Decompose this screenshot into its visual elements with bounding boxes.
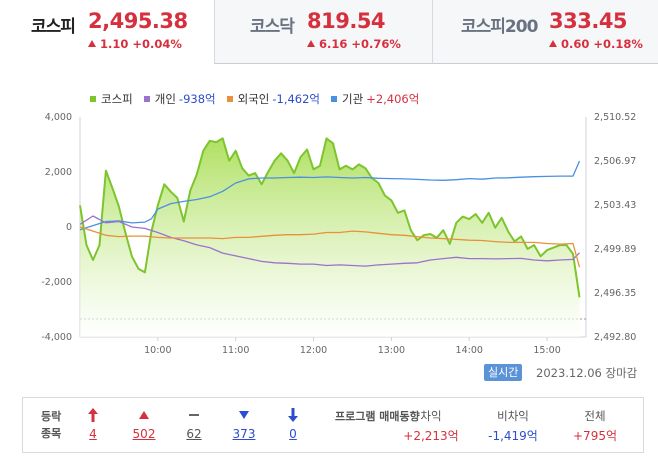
y-right-tick-label: 2,510.52 (594, 112, 636, 123)
index-change: 0.60 +0.18% (549, 37, 643, 51)
up-triangle-icon (88, 40, 96, 47)
non-arbitrage-label: 비차익 (497, 409, 529, 423)
legend-value: -938억 (178, 92, 216, 106)
unchanged-count[interactable]: 62 (186, 427, 202, 441)
fall-count[interactable]: 373 (232, 427, 256, 441)
arbitrage-label: 차익 (420, 409, 442, 423)
market-summary-panel: 등락 종목 4 502 62 373 0 프로그램 매매동향 차익 +2,213… (22, 397, 644, 453)
legend-item-foreign[interactable]: 외국인 -1,462억 (226, 91, 321, 107)
chart-legend: 코스피 개인 -938억 외국인 -1,462억 기관 +2,406억 (90, 91, 430, 107)
tab-name: 코스닥 (250, 17, 295, 37)
x-tick-label: 13:00 (378, 345, 405, 353)
y-left-tick-label: -2,000 (41, 277, 72, 288)
legend-swatch (90, 96, 96, 102)
y-right-tick-label: 2,496.35 (594, 288, 636, 299)
arbitrage-value: +2,213억 (403, 429, 459, 443)
y-left-tick-label: -4,000 (41, 332, 72, 343)
x-tick-label: 15:00 (533, 345, 560, 353)
rise-fall-title: 등락 종목 (41, 410, 62, 440)
dash-icon (179, 408, 209, 422)
fall-stat: 373 (229, 408, 259, 441)
rise-stat: 502 (129, 408, 159, 441)
investor-trend-chart[interactable]: 4,000 2,000 0 -2,000 -4,000 2,510.52 2,506.97 2… (0, 105, 658, 353)
up-triangle-icon (549, 40, 557, 47)
legend-swatch (143, 96, 150, 102)
program-total-stat: 전체 +795억 (565, 408, 625, 444)
y-left-tick-label: 4,000 (45, 112, 72, 123)
rise-count[interactable]: 502 (132, 427, 156, 441)
market-close-datetime: 2023.12.06 장마감 (536, 366, 638, 380)
non-arbitrage-stat: 비차익 -1,419억 (481, 408, 545, 444)
legend-label: 기관 (342, 92, 364, 106)
x-tick-label: 10:00 (144, 345, 171, 353)
arrow-up-icon (78, 408, 108, 422)
index-value: 333.45 (549, 9, 628, 33)
y-right-tick-label: 2,503.43 (594, 200, 636, 211)
program-total-value: +795억 (573, 429, 617, 443)
up-triangle-icon (307, 40, 315, 47)
arrow-down-icon (278, 408, 308, 422)
index-change: 6.16 +0.76% (307, 37, 401, 51)
legend-item-kospi[interactable]: 코스피 (90, 91, 133, 107)
legend-swatch (226, 96, 233, 102)
legend-label: 코스피 (101, 92, 133, 106)
y-right-tick-label: 2,499.89 (594, 244, 636, 255)
legend-value: +2,406억 (366, 92, 420, 106)
x-tick-label: 14:00 (456, 345, 483, 353)
y-right-tick-label: 2,492.80 (594, 332, 636, 343)
foreign-line (79, 226, 581, 268)
tab-kosdaq[interactable]: 코스닥 819.54 6.16 +0.76% (214, 0, 432, 64)
unchanged-stat: 62 (179, 408, 209, 441)
legend-label: 외국인 (237, 92, 270, 106)
triangle-down-icon (229, 408, 259, 422)
index-value: 2,495.38 (88, 9, 188, 33)
triangle-up-icon (129, 408, 159, 422)
tab-name: 코스피 (31, 17, 76, 37)
y-right-tick-label: 2,506.97 (594, 156, 636, 167)
kospi-area-fill (80, 138, 580, 337)
upper-limit-stat: 4 (78, 408, 108, 441)
legend-value: -1,462억 (272, 92, 321, 106)
legend-swatch (331, 96, 338, 102)
program-total-label: 전체 (584, 409, 606, 423)
tab-kospi[interactable]: 코스피 2,495.38 1.10 +0.04% (0, 0, 214, 64)
legend-item-institution[interactable]: 기관 +2,406억 (331, 91, 419, 107)
legend-label: 개인 (154, 92, 176, 106)
y-left-tick-label: 0 (66, 222, 72, 233)
lower-limit-stat: 0 (278, 408, 308, 441)
y-left-tick-label: 2,000 (45, 167, 72, 178)
tab-kospi200[interactable]: 코스피200 333.45 0.60 +0.18% (432, 0, 658, 64)
index-change: 1.10 +0.04% (88, 37, 182, 51)
non-arbitrage-value: -1,419억 (488, 429, 538, 443)
realtime-badge[interactable]: 실시간 (484, 364, 523, 381)
legend-item-individual[interactable]: 개인 -938억 (143, 91, 216, 107)
upper-limit-count[interactable]: 4 (89, 427, 97, 441)
kospi-line (79, 137, 581, 298)
index-tabs: 코스피 2,495.38 1.10 +0.04% 코스닥 819.54 6.16… (0, 0, 658, 64)
institution-line (79, 160, 581, 231)
individual-line (79, 215, 580, 267)
program-trading-title: 프로그램 매매동향 (335, 410, 420, 423)
x-tick-label: 12:00 (300, 345, 327, 353)
x-tick-label: 11:00 (222, 345, 249, 353)
arbitrage-stat: 차익 +2,213억 (401, 408, 461, 444)
tab-name: 코스피200 (461, 17, 538, 37)
index-value: 819.54 (307, 9, 386, 33)
lower-limit-count[interactable]: 0 (289, 427, 297, 441)
